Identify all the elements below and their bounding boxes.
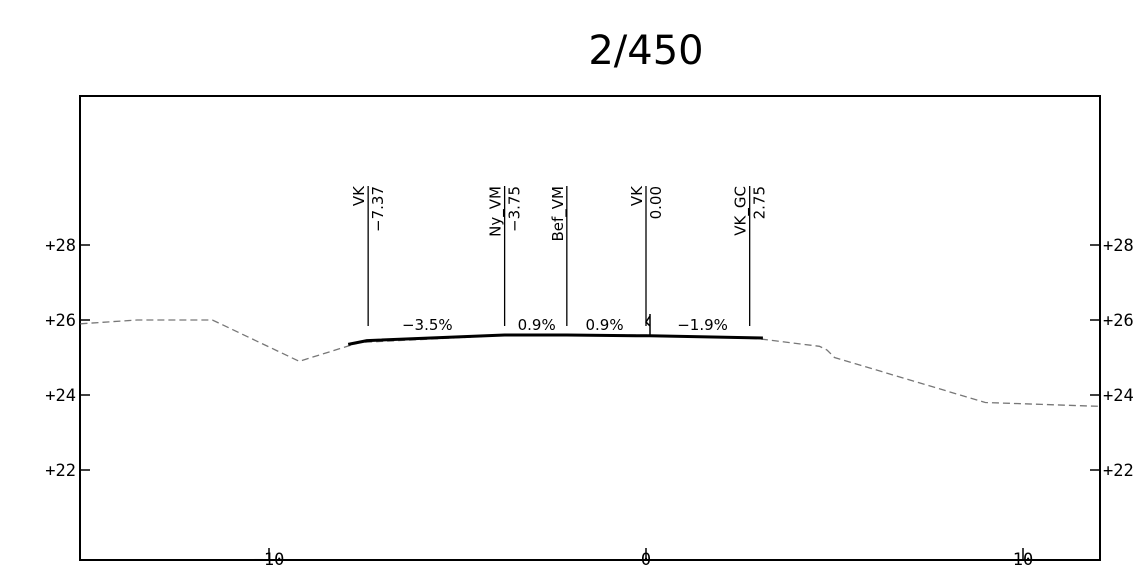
marker-name: VK_GC xyxy=(732,186,751,236)
x-tick-label: 10 xyxy=(1013,550,1033,570)
plot-frame xyxy=(79,95,1101,561)
y-tick-label-right: +26 xyxy=(1103,311,1134,331)
marker-name: Bef_VM xyxy=(549,186,568,242)
y-tick-label-right: +28 xyxy=(1103,236,1134,256)
x-tick-label: −10 xyxy=(254,550,285,570)
terrain-layer xyxy=(80,319,1099,407)
marker-value: 2.75 xyxy=(751,186,769,219)
section-title: 2/450 xyxy=(588,28,703,74)
marker-name: VK xyxy=(628,185,646,206)
y-tick-label-left: +24 xyxy=(45,386,76,406)
marker-value: −3.75 xyxy=(506,186,524,232)
y-tick-label-right: +24 xyxy=(1103,386,1134,406)
y-tick-label-left: +22 xyxy=(45,461,76,481)
x-tick-label: 0 xyxy=(641,550,651,570)
terrain-line xyxy=(80,319,1099,407)
slope-layer: −3.5% 0.9% 0.9% −1.9% xyxy=(402,316,728,334)
slope-label: 0.9% xyxy=(585,316,623,334)
marker-value: 0.00 xyxy=(647,186,665,219)
slope-label: −3.5% xyxy=(402,316,453,334)
slope-label: −1.9% xyxy=(677,316,728,334)
slope-label: 0.9% xyxy=(518,316,556,334)
y-tick-label-left: +28 xyxy=(45,236,76,256)
marker-name: Ny_VM xyxy=(487,186,506,237)
y-tick-label-right: +22 xyxy=(1103,461,1134,481)
marker-layer: VK −7.37 Ny_VM −3.75 Bef_VM VK 0.00 VK_GC 2.75 xyxy=(350,185,769,326)
y-tick-label-left: +26 xyxy=(45,311,76,331)
road-surface-line xyxy=(347,333,763,346)
marker-name: VK xyxy=(350,185,368,206)
axis-layer: −10 0 10 +28 +28 +26 +26 +24 +24 +22 +22 xyxy=(45,236,1133,570)
marker-value: −7.37 xyxy=(369,186,387,232)
